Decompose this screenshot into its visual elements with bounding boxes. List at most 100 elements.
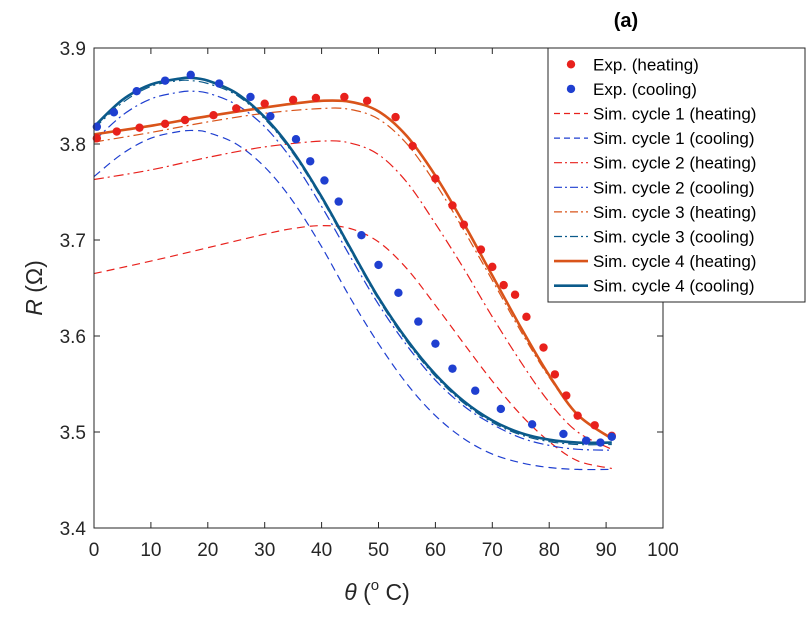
data-point-exp-heating bbox=[408, 141, 417, 151]
data-point-exp-heating bbox=[180, 115, 190, 125]
data-point-exp-heating bbox=[288, 95, 298, 105]
series-line-sim-cycle-1-cooling bbox=[93, 129, 612, 471]
y-tick-label: 3.8 bbox=[60, 135, 86, 156]
data-point-exp-cooling bbox=[394, 288, 403, 297]
x-tick-label: 50 bbox=[368, 540, 389, 561]
data-point-exp-cooling bbox=[357, 231, 366, 240]
x-tick-label: 30 bbox=[254, 540, 275, 561]
data-point-exp-cooling bbox=[431, 339, 440, 348]
legend-label: Sim. cycle 4 (heating) bbox=[593, 252, 756, 271]
data-point-exp-heating bbox=[573, 411, 582, 420]
data-point-exp-cooling bbox=[448, 364, 457, 373]
x-tick-label: 90 bbox=[596, 540, 617, 561]
data-point-exp-cooling bbox=[132, 87, 141, 96]
data-point-exp-cooling bbox=[414, 317, 423, 326]
data-point-exp-heating bbox=[510, 290, 520, 299]
series-line-sim-cycle-2-heating bbox=[93, 140, 613, 450]
data-point-exp-cooling bbox=[581, 436, 591, 445]
legend-box bbox=[547, 47, 806, 303]
series-line-sim-cycle-1-heating bbox=[93, 225, 612, 470]
data-point-exp-cooling bbox=[214, 79, 224, 88]
x-tick-label: 40 bbox=[311, 540, 332, 561]
series-line-sim-cycle-4-heating bbox=[93, 99, 613, 440]
data-point-exp-heating bbox=[391, 112, 400, 122]
y-tick-label: 3.5 bbox=[60, 423, 86, 444]
legend-label: Sim. cycle 2 (heating) bbox=[593, 154, 756, 173]
x-tick-label: 20 bbox=[197, 540, 218, 561]
data-point-exp-heating bbox=[362, 96, 372, 106]
legend: Exp. (heating) Exp. (cooling) Sim. cycle 1… bbox=[547, 47, 806, 303]
series-line-sim-cycle-3-cooling bbox=[93, 79, 612, 446]
data-point-exp-cooling bbox=[471, 386, 480, 395]
series-line-sim-cycle-4-cooling bbox=[93, 76, 612, 445]
data-point-exp-heating bbox=[550, 370, 560, 379]
data-point-exp-cooling bbox=[291, 135, 301, 144]
data-point-exp-heating bbox=[92, 134, 102, 143]
data-point-exp-cooling bbox=[266, 111, 275, 121]
legend-label: Sim. cycle 4 (cooling) bbox=[593, 277, 755, 296]
data-point-exp-cooling bbox=[246, 92, 255, 102]
data-point-exp-heating bbox=[232, 104, 241, 113]
series-markers bbox=[92, 70, 616, 447]
data-point-exp-cooling bbox=[374, 260, 383, 270]
y-tick-label: 3.6 bbox=[60, 327, 86, 348]
data-point-exp-cooling bbox=[527, 420, 537, 429]
x-tick-label: 60 bbox=[425, 540, 446, 561]
panel-label: (a) bbox=[614, 10, 638, 32]
legend-label: Exp. (heating) bbox=[593, 55, 699, 74]
data-point-exp-cooling bbox=[160, 76, 170, 85]
data-point-exp-cooling bbox=[596, 438, 605, 447]
x-tick-label: 70 bbox=[482, 540, 503, 561]
data-point-exp-heating bbox=[476, 245, 486, 254]
x-tick-label: 10 bbox=[140, 540, 161, 561]
data-point-exp-heating bbox=[135, 123, 144, 132]
x-axis-unit-superscript: o bbox=[371, 577, 379, 594]
data-point-exp-heating bbox=[488, 262, 497, 272]
series-line-sim-cycle-2-cooling bbox=[93, 90, 612, 451]
data-point-exp-heating bbox=[260, 99, 269, 108]
data-point-exp-heating bbox=[590, 421, 599, 430]
legend-label: Sim. cycle 1 (heating) bbox=[593, 105, 756, 124]
data-point-exp-cooling bbox=[607, 432, 616, 441]
data-point-exp-cooling bbox=[559, 429, 568, 439]
data-point-exp-cooling bbox=[320, 176, 329, 185]
data-point-exp-heating bbox=[160, 119, 170, 129]
x-axis-symbol: θ bbox=[344, 579, 357, 605]
y-tick-label: 3.9 bbox=[60, 39, 86, 60]
data-point-exp-heating bbox=[499, 280, 508, 290]
x-tick-label: 100 bbox=[647, 540, 679, 561]
x-axis-unit: C) bbox=[379, 579, 410, 605]
data-point-exp-heating bbox=[448, 201, 457, 210]
axis-ticks: 0 10 20 30 40 50 60 70 80 90 100 3.4 3.5 3.6 3.7 3.8 3.9 bbox=[60, 39, 679, 561]
y-tick-label: 3.7 bbox=[60, 231, 86, 252]
legend-label: Sim. cycle 1 (cooling) bbox=[593, 129, 755, 148]
legend-label: Sim. cycle 3 (cooling) bbox=[593, 228, 755, 247]
series-line-sim-cycle-3-heating bbox=[93, 107, 613, 439]
data-point-exp-heating bbox=[562, 391, 571, 400]
data-point-exp-heating bbox=[431, 174, 440, 183]
y-axis-unit: (Ω) bbox=[21, 260, 47, 299]
x-tick-label: 0 bbox=[89, 540, 100, 561]
legend-marker bbox=[566, 60, 576, 69]
data-point-exp-cooling bbox=[496, 404, 506, 414]
data-point-exp-cooling bbox=[306, 157, 315, 166]
data-point-exp-cooling bbox=[186, 70, 195, 80]
data-point-exp-cooling bbox=[334, 197, 343, 206]
data-point-exp-cooling bbox=[92, 122, 102, 131]
data-point-exp-heating bbox=[209, 111, 218, 120]
data-point-exp-cooling bbox=[109, 108, 119, 117]
data-point-exp-heating bbox=[112, 127, 121, 136]
data-point-exp-heating bbox=[311, 93, 321, 103]
legend-marker bbox=[566, 84, 576, 94]
x-axis-label: θ (o C) bbox=[344, 577, 410, 605]
data-point-exp-heating bbox=[539, 343, 548, 352]
data-point-exp-heating bbox=[340, 92, 349, 102]
legend-label: Sim. cycle 2 (cooling) bbox=[593, 178, 755, 197]
y-tick-label: 3.4 bbox=[60, 519, 87, 540]
x-tick-label: 80 bbox=[539, 540, 560, 561]
y-axis-symbol: R bbox=[21, 299, 47, 316]
x-axis-open-paren: ( bbox=[357, 579, 371, 605]
legend-label: Exp. (cooling) bbox=[593, 80, 697, 99]
